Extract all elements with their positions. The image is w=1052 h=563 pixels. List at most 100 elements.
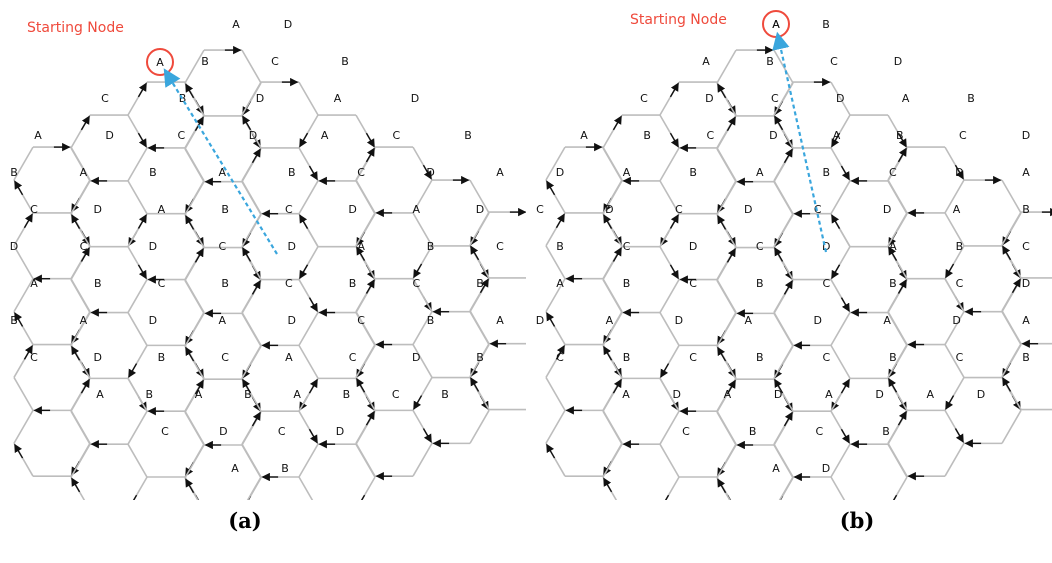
node-label: D xyxy=(1022,277,1030,290)
edge-arrow xyxy=(14,312,24,327)
starting-node-label: Starting Node xyxy=(27,20,124,36)
hex-edge xyxy=(887,344,908,378)
hex-edge xyxy=(716,148,737,183)
edge-arrow xyxy=(774,115,784,131)
node-label: A xyxy=(953,203,961,216)
edge-arrow xyxy=(71,214,81,229)
hex-edge xyxy=(887,311,908,345)
node-label: D xyxy=(287,240,295,253)
node-label: A xyxy=(756,166,764,179)
hex-edge xyxy=(659,377,680,412)
edge-arrow xyxy=(546,180,556,196)
node-label: D xyxy=(952,314,960,327)
node-label: D xyxy=(894,55,902,68)
edge-arrow xyxy=(413,395,423,410)
edge-arrow xyxy=(242,115,252,131)
edge-arrow xyxy=(783,279,793,295)
node-label: D xyxy=(411,92,419,105)
node-label: B xyxy=(10,314,18,327)
edge-arrow xyxy=(137,264,147,280)
hex-edge xyxy=(602,443,623,478)
node-label: C xyxy=(285,203,293,216)
edge-arrow xyxy=(185,215,195,230)
node-label: A xyxy=(772,18,780,31)
edge-arrow xyxy=(308,165,318,181)
edge-arrow xyxy=(185,478,195,494)
edge-arrow xyxy=(185,83,195,99)
node-label: B xyxy=(10,166,18,179)
node-label: D xyxy=(689,240,697,253)
figure-caption-b: (b) xyxy=(839,508,875,533)
node-label: C xyxy=(221,351,229,364)
node-label: C xyxy=(689,351,697,364)
node-label: B xyxy=(476,351,484,364)
starting-node-label: Starting Node xyxy=(630,12,727,28)
node-label: B xyxy=(341,55,349,68)
node-label: C xyxy=(218,240,226,253)
node-label: C xyxy=(392,129,400,142)
edge-arrow xyxy=(137,82,147,98)
node-label: A xyxy=(30,277,38,290)
node-label: B xyxy=(967,92,975,105)
node-label: A xyxy=(883,314,891,327)
start-node-marker xyxy=(146,48,174,76)
edge-arrow xyxy=(80,378,90,394)
node-label: A xyxy=(724,388,732,401)
hex-edge xyxy=(1001,310,1022,345)
hex-edge xyxy=(127,377,148,412)
node-label: D xyxy=(93,203,101,216)
edge-arrow xyxy=(892,494,898,500)
hex-edge xyxy=(13,245,34,280)
node-label: C xyxy=(80,240,88,253)
node-label: A xyxy=(1022,166,1030,179)
hex-edge xyxy=(70,476,86,500)
hex-edge xyxy=(127,312,148,346)
node-label: C xyxy=(822,277,830,290)
edge-arrow xyxy=(1002,245,1012,261)
edge-arrow xyxy=(897,147,907,163)
edge-arrow xyxy=(717,478,727,494)
edge-arrow xyxy=(1011,278,1021,294)
hex-edge xyxy=(773,180,794,215)
edge-arrow xyxy=(717,83,727,99)
hex-edge xyxy=(469,343,490,378)
node-label: B xyxy=(756,351,764,364)
hex-edge xyxy=(830,476,846,500)
node-label: C xyxy=(959,129,967,142)
node-label: C xyxy=(271,55,279,68)
edge-arrow xyxy=(413,263,423,279)
hex-edge xyxy=(412,344,433,378)
hex-edge xyxy=(298,443,319,478)
edge-arrow xyxy=(669,264,679,280)
hex-edge xyxy=(778,476,794,500)
node-label: C xyxy=(706,129,714,142)
edge-arrow xyxy=(783,411,793,427)
edge-arrow xyxy=(954,164,964,180)
hex-edge xyxy=(70,180,91,215)
node-label: A xyxy=(285,351,293,364)
hex-edge xyxy=(184,476,200,500)
node-label: C xyxy=(349,351,357,364)
node-label: D xyxy=(672,388,680,401)
edge-arrow xyxy=(726,247,736,263)
edge-arrow xyxy=(831,214,841,229)
edge-arrow xyxy=(308,378,318,394)
node-label: D xyxy=(769,129,777,142)
edge-arrow xyxy=(1002,377,1012,392)
hex-edge xyxy=(1001,343,1022,378)
hex-edge xyxy=(355,311,376,345)
node-label: B xyxy=(221,203,229,216)
node-label: C xyxy=(771,92,779,105)
hex-edge xyxy=(892,476,908,500)
node-label: D xyxy=(10,240,18,253)
start-node-letter: A xyxy=(772,18,780,31)
node-label: C xyxy=(675,203,683,216)
edge-arrow xyxy=(128,363,138,378)
node-label: B xyxy=(889,277,897,290)
node-label: B xyxy=(441,388,449,401)
node-label: A xyxy=(231,462,239,475)
hex-edge xyxy=(241,81,262,116)
node-label: A xyxy=(496,166,504,179)
node-label: B xyxy=(244,388,252,401)
edge-arrow xyxy=(23,213,33,229)
